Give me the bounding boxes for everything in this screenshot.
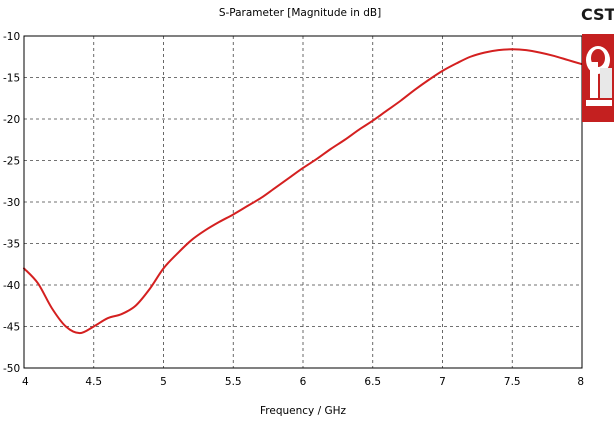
x-tick-label: 6 (300, 376, 307, 388)
x-tick-label: 8 (577, 376, 584, 388)
y-tick-labels: -10 -15 -20 -25 -30 -35 -40 -45 -50 (3, 31, 20, 375)
x-tick-labels: 4 4.5 5 5.5 6 6.5 7 7.5 8 (22, 376, 584, 388)
y-tick-label: -20 (3, 114, 20, 126)
y-tick-label: -30 (3, 197, 20, 209)
y-tick-label: -25 (3, 156, 20, 168)
logo-text: CST (581, 5, 614, 24)
y-tick-label: -15 (3, 73, 20, 85)
x-tick-label: 7.5 (504, 376, 521, 388)
chart-title: S-Parameter [Magnitude in dB] (219, 7, 381, 19)
series-line-0 (23, 48, 583, 335)
y-tick-label: -35 (3, 239, 20, 251)
x-tick-label: 5.5 (225, 376, 242, 388)
x-tick-label: 5 (160, 376, 167, 388)
x-tick-label: 6.5 (364, 376, 381, 388)
series-layer (23, 48, 583, 335)
x-tick-label: 4 (22, 376, 29, 388)
x-axis-label: Frequency / GHz (260, 405, 346, 417)
cst-logo-icon (582, 34, 614, 122)
grid-lines (24, 36, 582, 368)
y-tick-label: -10 (3, 31, 20, 43)
y-tick-label: -50 (3, 363, 20, 375)
plot-frame (23, 35, 583, 369)
y-tick-label: -45 (3, 322, 20, 334)
x-tick-label: 4.5 (85, 376, 102, 388)
cst-logo: CST (581, 5, 614, 122)
y-tick-label: -40 (3, 280, 20, 292)
x-tick-label: 7 (439, 376, 446, 388)
